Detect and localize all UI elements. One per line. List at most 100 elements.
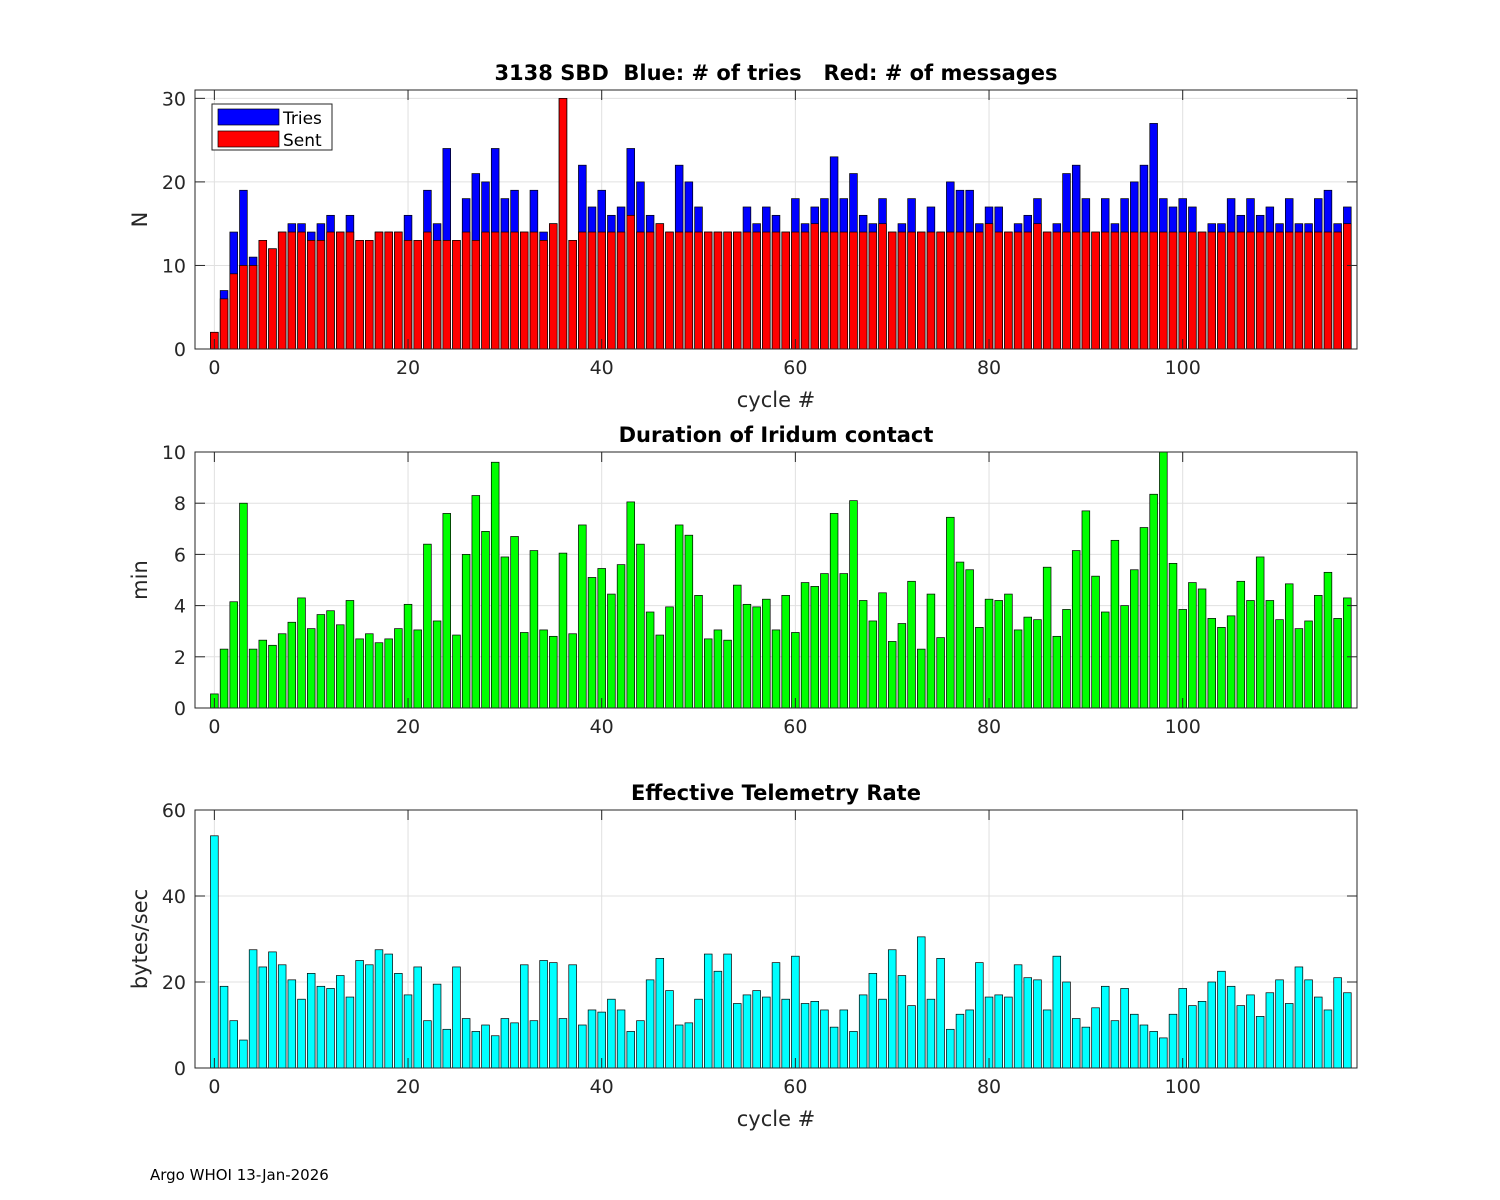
bar-sent — [955, 231, 965, 350]
bar-duration — [733, 584, 742, 709]
bar-duration — [1023, 616, 1032, 709]
bar-duration — [384, 638, 393, 709]
bar-sent — [229, 273, 238, 350]
bar-rate — [1178, 988, 1187, 1069]
bar-duration — [423, 543, 432, 709]
bar-duration — [829, 513, 839, 709]
bar-duration — [1226, 615, 1236, 709]
bar-sent — [1033, 223, 1042, 350]
bar-duration — [1004, 593, 1013, 709]
bar-sent — [762, 231, 771, 350]
bar-rate — [365, 964, 374, 1069]
bar-rate — [878, 998, 887, 1069]
bar-sent — [684, 231, 694, 350]
bar-sent — [510, 231, 519, 350]
bar-rate — [306, 973, 316, 1069]
telemetry-rate-chart: 0 20 40 60 80 100 0 20 40 60 Effective Telemetry R… — [128, 781, 1358, 1131]
bar-rate — [558, 1018, 568, 1069]
bar-duration — [442, 513, 451, 709]
bar-duration — [1304, 620, 1313, 709]
bar-sent — [345, 231, 355, 350]
x-tick-label: 20 — [396, 716, 420, 738]
bar-sent — [490, 231, 500, 350]
bar-rate — [1294, 966, 1304, 1069]
bar-duration — [306, 628, 316, 709]
bar-sent — [365, 240, 374, 350]
bar-sent — [481, 231, 490, 350]
bar-duration — [607, 593, 616, 709]
y-tick-label: 4 — [174, 596, 186, 618]
bar-duration — [1062, 609, 1071, 709]
bar-sent — [655, 223, 665, 350]
bar-sent — [1023, 231, 1032, 350]
bar-rate — [355, 960, 364, 1069]
bar-duration — [665, 606, 674, 709]
bar-sent — [558, 97, 568, 350]
bar-sent — [374, 231, 384, 350]
bar-sent — [219, 298, 229, 350]
bar-rate — [665, 990, 674, 1069]
bar-duration — [684, 534, 694, 709]
bar-duration — [1130, 569, 1139, 709]
bar-rate — [1275, 979, 1284, 1069]
axes-box — [194, 809, 1358, 1069]
bar-rate — [1091, 1007, 1100, 1069]
bar-rate — [423, 1020, 432, 1069]
bar-sent — [733, 231, 742, 350]
bar-rate — [219, 985, 229, 1069]
bar-rate — [587, 1009, 597, 1069]
bar-rate — [907, 1005, 916, 1069]
bar-duration — [297, 597, 306, 709]
bar-rate — [839, 1009, 849, 1069]
bar-rate — [549, 962, 558, 1069]
bar-sent — [1323, 231, 1333, 350]
bar-duration — [1284, 583, 1294, 709]
bar-duration — [403, 603, 413, 709]
bar-duration — [626, 501, 635, 709]
bar-sent — [994, 231, 1003, 350]
bar-duration — [461, 554, 471, 709]
chart-title: Effective Telemetry Rate — [631, 781, 921, 805]
bar-rate — [287, 979, 297, 1069]
bar-sent — [471, 240, 481, 350]
bar-rate — [1207, 981, 1216, 1069]
y-tick-label: 20 — [162, 172, 186, 194]
bar-duration — [713, 629, 723, 709]
x-tick-label: 80 — [977, 1076, 1001, 1098]
bar-duration — [965, 569, 974, 709]
bar-sent — [1091, 231, 1100, 350]
bar-duration — [1323, 571, 1333, 709]
legend-swatch-tries — [217, 108, 280, 126]
bar-rate — [762, 996, 771, 1069]
bar-sent — [1013, 231, 1023, 350]
bar-duration — [1265, 600, 1275, 709]
y-tick-label: 30 — [162, 88, 186, 110]
bar-rate — [500, 1018, 510, 1069]
legend-label-sent: Sent — [283, 131, 322, 151]
bar-rate — [1052, 955, 1062, 1069]
bar-sent — [839, 231, 849, 350]
bar-rate — [917, 936, 926, 1069]
bar-rate — [229, 1020, 238, 1069]
bar-sent — [306, 240, 316, 350]
x-tick-label: 60 — [783, 1076, 807, 1098]
bar-sent — [239, 265, 248, 350]
bar-rate — [636, 1020, 645, 1069]
bar-rate — [781, 998, 790, 1069]
bar-sent — [820, 231, 829, 350]
bar-duration — [1294, 628, 1304, 709]
bar-sent — [975, 231, 984, 350]
bar-sent — [616, 231, 626, 350]
bar-sent — [742, 231, 752, 350]
bar-rate — [394, 973, 403, 1069]
bar-sent — [1255, 231, 1265, 350]
bar-rate — [297, 998, 306, 1069]
bar-rate — [868, 973, 878, 1069]
bar-sent — [791, 231, 800, 350]
bar-duration — [1110, 539, 1120, 709]
bar-rate — [1323, 1009, 1333, 1069]
bar-duration — [752, 606, 761, 709]
bar-duration — [1168, 563, 1178, 709]
bar-sent — [1343, 223, 1352, 350]
